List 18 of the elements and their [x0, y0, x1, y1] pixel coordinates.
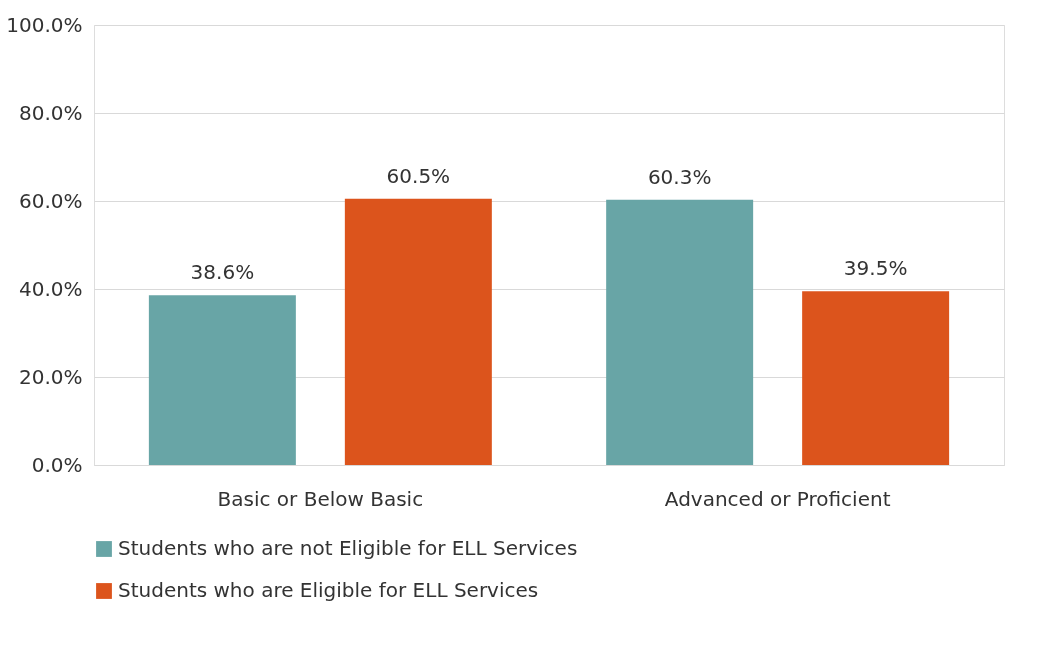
x-tick-label: Advanced or Proficient: [664, 486, 891, 511]
legend-label: Students who are not Eligible for ELL Services: [118, 536, 578, 560]
text: 38.6%: [190, 260, 255, 285]
bar: [802, 291, 950, 465]
text: 60.3%: [647, 164, 712, 189]
bar: [606, 199, 754, 465]
legend-label: Students who are Eligible for ELL Services: [118, 578, 539, 602]
y-tick-label: 60.0%: [18, 188, 83, 213]
x-tick-label: Basic or Below Basic: [217, 486, 424, 511]
y-tick-label: 40.0%: [18, 276, 83, 301]
y-tick-label: 0.0%: [31, 452, 83, 477]
bar: [148, 295, 296, 465]
y-tick-label: 100.0%: [6, 12, 83, 37]
text: 39.5%: [843, 256, 908, 281]
text: 60.5%: [386, 163, 451, 188]
y-tick-label: 80.0%: [18, 100, 83, 125]
bar: [344, 198, 492, 465]
y-tick-label: 20.0%: [18, 364, 83, 389]
